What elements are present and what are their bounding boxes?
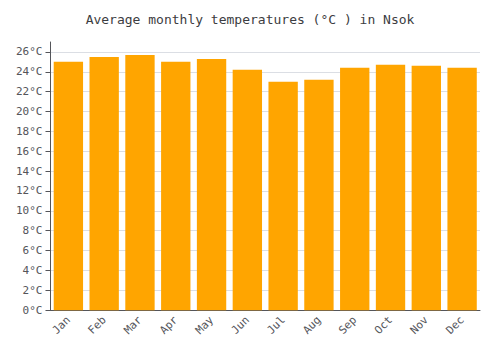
svg-text:Jan: Jan bbox=[50, 314, 73, 337]
svg-text:Mar: Mar bbox=[121, 313, 144, 336]
svg-text:Apr: Apr bbox=[157, 313, 180, 336]
svg-text:Nov: Nov bbox=[408, 313, 431, 336]
svg-text:12°C: 12°C bbox=[16, 184, 43, 197]
svg-text:0°C: 0°C bbox=[23, 304, 43, 317]
svg-text:4°C: 4°C bbox=[23, 264, 43, 277]
svg-text:Jun: Jun bbox=[229, 314, 252, 337]
svg-text:Feb: Feb bbox=[86, 314, 109, 337]
svg-text:6°C: 6°C bbox=[23, 244, 43, 257]
svg-text:8°C: 8°C bbox=[23, 224, 43, 237]
svg-text:Oct: Oct bbox=[372, 314, 395, 337]
svg-text:14°C: 14°C bbox=[16, 165, 43, 178]
svg-text:Jul: Jul bbox=[265, 314, 288, 337]
svg-text:Aug: Aug bbox=[300, 314, 323, 337]
svg-text:10°C: 10°C bbox=[16, 204, 43, 217]
svg-text:May: May bbox=[193, 313, 216, 336]
svg-text:20°C: 20°C bbox=[16, 105, 43, 118]
svg-text:24°C: 24°C bbox=[16, 65, 43, 78]
svg-text:Sep: Sep bbox=[336, 314, 359, 337]
svg-text:26°C: 26°C bbox=[16, 45, 43, 58]
svg-text:16°C: 16°C bbox=[16, 145, 43, 158]
svg-text:Dec: Dec bbox=[443, 314, 466, 337]
svg-text:18°C: 18°C bbox=[16, 125, 43, 138]
svg-text:2°C: 2°C bbox=[23, 284, 43, 297]
svg-text:22°C: 22°C bbox=[16, 85, 43, 98]
svg-text:Average monthly temperatures (: Average monthly temperatures (°C ) in Ns… bbox=[86, 12, 415, 27]
